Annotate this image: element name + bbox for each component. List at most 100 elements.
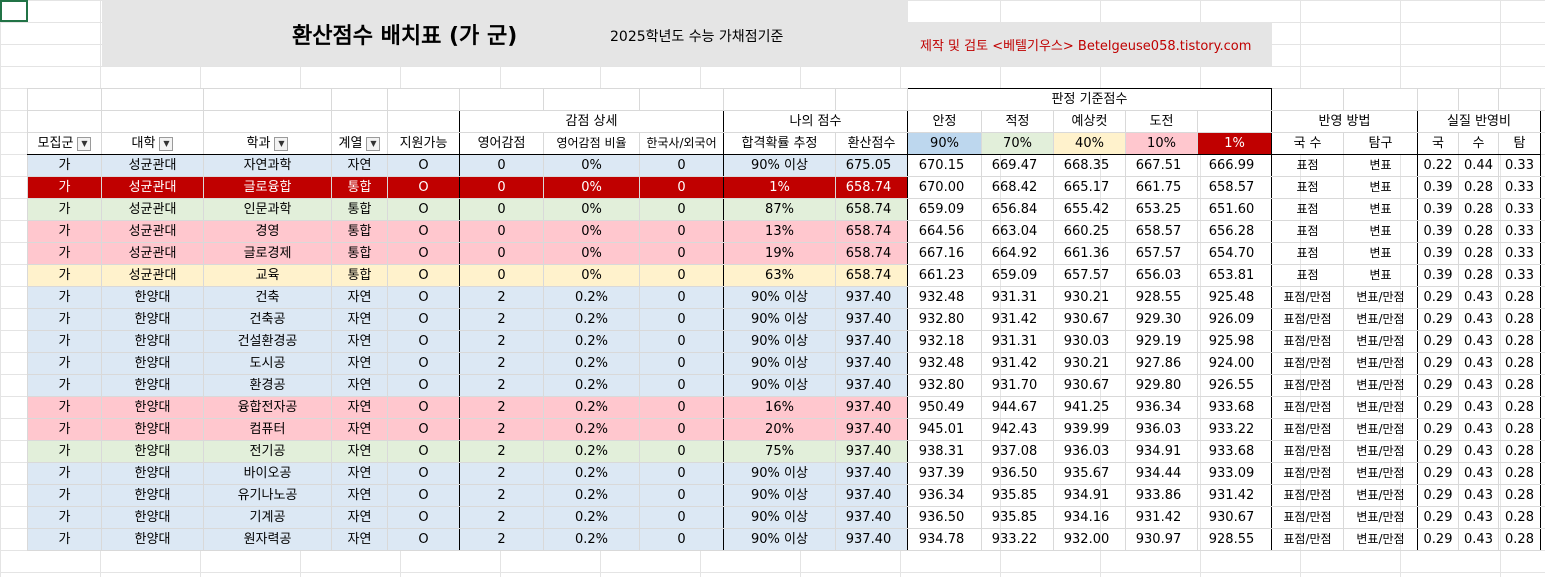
gun-cell[interactable]: 가: [27, 462, 102, 485]
rt-cell[interactable]: 0.28: [1498, 352, 1541, 375]
eng-cell[interactable]: 2: [459, 484, 544, 507]
score-cell[interactable]: 658.74: [835, 198, 908, 221]
km-cell[interactable]: 표점: [1271, 220, 1344, 243]
univ-cell[interactable]: 한양대: [101, 308, 204, 331]
table-row[interactable]: 가 한양대 유기나노공 자연 O 2 0.2% 0 90% 이상 937.40 936.34 935.…: [27, 484, 1541, 507]
fit-cell[interactable]: 931.31: [981, 286, 1054, 309]
gun-cell[interactable]: 가: [27, 528, 102, 551]
hist-cell[interactable]: 0: [639, 440, 724, 463]
avail-cell[interactable]: O: [387, 440, 460, 463]
avail-cell[interactable]: O: [387, 374, 460, 397]
fit-cell[interactable]: 931.42: [981, 308, 1054, 331]
tam-cell[interactable]: 변표/만점: [1343, 462, 1418, 485]
dept-cell[interactable]: 건축: [203, 286, 332, 309]
track-cell[interactable]: 자연: [331, 308, 388, 331]
eng-cell[interactable]: 0: [459, 198, 544, 221]
fit-cell[interactable]: 935.85: [981, 506, 1054, 529]
km-cell[interactable]: 표점/만점: [1271, 396, 1344, 419]
cut-cell[interactable]: 936.03: [1053, 440, 1126, 463]
fit-cell[interactable]: 663.04: [981, 220, 1054, 243]
eng-cell[interactable]: 0: [459, 154, 544, 177]
score-cell[interactable]: 937.40: [835, 506, 908, 529]
gun-cell[interactable]: 가: [27, 396, 102, 419]
univ-cell[interactable]: 성균관대: [101, 242, 204, 265]
rt-cell[interactable]: 0.33: [1498, 176, 1541, 199]
gun-cell[interactable]: 가: [27, 198, 102, 221]
safe-cell[interactable]: 936.34: [907, 484, 982, 507]
engratio-cell[interactable]: 0%: [543, 176, 640, 199]
safe-cell[interactable]: 664.56: [907, 220, 982, 243]
fit-cell[interactable]: 931.42: [981, 352, 1054, 375]
km-cell[interactable]: 표점: [1271, 154, 1344, 177]
chal-cell[interactable]: 661.75: [1125, 176, 1198, 199]
score-cell[interactable]: 937.40: [835, 308, 908, 331]
chal-cell[interactable]: 656.03: [1125, 264, 1198, 287]
tam-cell[interactable]: 변표/만점: [1343, 286, 1418, 309]
dept-cell[interactable]: 건설환경공: [203, 330, 332, 353]
chal-cell[interactable]: 929.30: [1125, 308, 1198, 331]
rs-cell[interactable]: 0.28: [1458, 220, 1499, 243]
gun-cell[interactable]: 가: [27, 352, 102, 375]
fit-cell[interactable]: 931.31: [981, 330, 1054, 353]
rs-cell[interactable]: 0.43: [1458, 396, 1499, 419]
filter-dropdown-icon[interactable]: ▼: [159, 136, 174, 151]
last-cell[interactable]: 666.99: [1197, 154, 1272, 177]
eng-cell[interactable]: 2: [459, 506, 544, 529]
univ-cell[interactable]: 한양대: [101, 396, 204, 419]
score-cell[interactable]: 658.74: [835, 176, 908, 199]
rs-cell[interactable]: 0.28: [1458, 242, 1499, 265]
dept-cell[interactable]: 글로경제: [203, 242, 332, 265]
table-row[interactable]: 가 한양대 융합전자공 자연 O 2 0.2% 0 16% 937.40 950.49 944.67 9…: [27, 396, 1541, 419]
rk-cell[interactable]: 0.29: [1417, 528, 1459, 551]
table-row[interactable]: 가 성균관대 글로경제 통합 O 0 0% 0 19% 658.74 667.16 664.92 661…: [27, 242, 1541, 265]
chal-cell[interactable]: 927.86: [1125, 352, 1198, 375]
tam-cell[interactable]: 변표/만점: [1343, 506, 1418, 529]
km-cell[interactable]: 표점: [1271, 264, 1344, 287]
dept-cell[interactable]: 자연과학: [203, 154, 332, 177]
prob-cell[interactable]: 90% 이상: [723, 506, 836, 529]
gun-cell[interactable]: 가: [27, 264, 102, 287]
rk-cell[interactable]: 0.22: [1417, 154, 1459, 177]
rs-cell[interactable]: 0.28: [1458, 264, 1499, 287]
cut-cell[interactable]: 655.42: [1053, 198, 1126, 221]
table-row[interactable]: 가 한양대 건축 자연 O 2 0.2% 0 90% 이상 937.40 932.48 931.31 9…: [27, 286, 1541, 309]
tam-cell[interactable]: 변표: [1343, 176, 1418, 199]
km-cell[interactable]: 표점/만점: [1271, 374, 1344, 397]
prob-cell[interactable]: 20%: [723, 418, 836, 441]
fit-cell[interactable]: 944.67: [981, 396, 1054, 419]
score-cell[interactable]: 658.74: [835, 220, 908, 243]
rs-cell[interactable]: 0.43: [1458, 462, 1499, 485]
last-cell[interactable]: 933.22: [1197, 418, 1272, 441]
dept-cell[interactable]: 전기공: [203, 440, 332, 463]
prob-cell[interactable]: 90% 이상: [723, 352, 836, 375]
dept-cell[interactable]: 글로융합: [203, 176, 332, 199]
engratio-cell[interactable]: 0%: [543, 154, 640, 177]
rt-cell[interactable]: 0.28: [1498, 308, 1541, 331]
rk-cell[interactable]: 0.39: [1417, 264, 1459, 287]
rk-cell[interactable]: 0.29: [1417, 286, 1459, 309]
gun-cell[interactable]: 가: [27, 484, 102, 507]
rs-cell[interactable]: 0.28: [1458, 198, 1499, 221]
fit-cell[interactable]: 935.85: [981, 484, 1054, 507]
table-row[interactable]: 가 성균관대 자연과학 자연 O 0 0% 0 90% 이상 675.05 670.15 669.47…: [27, 154, 1541, 177]
avail-cell[interactable]: O: [387, 154, 460, 177]
hist-cell[interactable]: 0: [639, 462, 724, 485]
gun-cell[interactable]: 가: [27, 154, 102, 177]
chal-cell[interactable]: 934.44: [1125, 462, 1198, 485]
cut-cell[interactable]: 661.36: [1053, 242, 1126, 265]
fit-cell[interactable]: 659.09: [981, 264, 1054, 287]
prob-cell[interactable]: 90% 이상: [723, 286, 836, 309]
hist-cell[interactable]: 0: [639, 242, 724, 265]
univ-cell[interactable]: 한양대: [101, 462, 204, 485]
last-cell[interactable]: 928.55: [1197, 528, 1272, 551]
table-row[interactable]: 가 한양대 도시공 자연 O 2 0.2% 0 90% 이상 937.40 932.48 931.42…: [27, 352, 1541, 375]
km-cell[interactable]: 표점/만점: [1271, 330, 1344, 353]
rk-cell[interactable]: 0.29: [1417, 308, 1459, 331]
cut-cell[interactable]: 934.16: [1053, 506, 1126, 529]
eng-cell[interactable]: 2: [459, 308, 544, 331]
engratio-cell[interactable]: 0.2%: [543, 308, 640, 331]
last-cell[interactable]: 653.81: [1197, 264, 1272, 287]
table-row[interactable]: 가 한양대 기계공 자연 O 2 0.2% 0 90% 이상 937.40 936.50 935.85…: [27, 506, 1541, 529]
dept-cell[interactable]: 바이오공: [203, 462, 332, 485]
engratio-cell[interactable]: 0.2%: [543, 462, 640, 485]
